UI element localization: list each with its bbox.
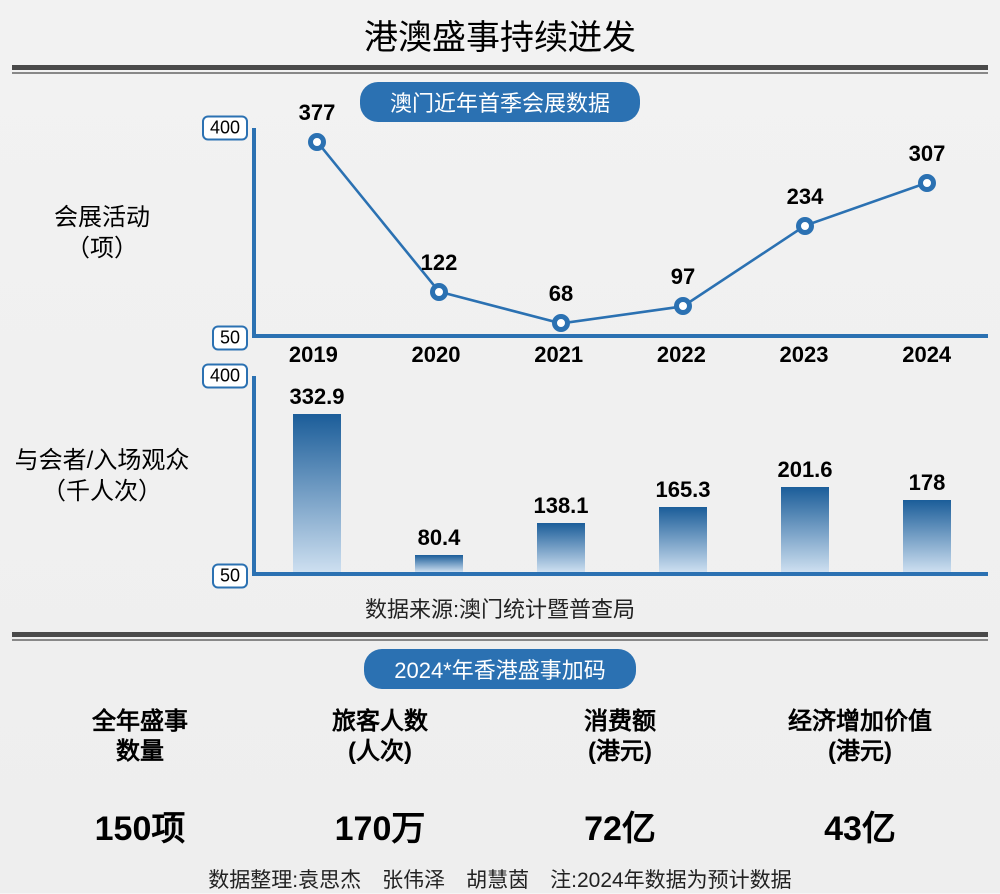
line-marker — [552, 314, 570, 332]
bar-value-label: 332.9 — [289, 384, 344, 410]
bar-value-label: 138.1 — [533, 493, 588, 519]
stat-card: 经济增加价值(港元) 43亿 — [740, 707, 980, 850]
stat-label-l1: 经济增加价值 — [740, 707, 980, 737]
bar — [537, 523, 585, 572]
section1-source: 数据来源:澳门统计暨普查局 — [0, 592, 1000, 624]
section2: 2024*年香港盛事加码 全年盛事数量150项旅客人数(人次)170万消费额(港… — [0, 649, 1000, 894]
bar-chart-zone: 与会者/入场观众 （千人次） 400 50 332.9 80.4 138.1 165.… — [12, 376, 988, 576]
x-tick: 2024 — [865, 338, 988, 372]
bar — [781, 487, 829, 572]
bar-value-label: 165.3 — [655, 477, 710, 503]
divider-thick-2 — [12, 632, 988, 637]
bar-ylabel-l1: 与会者/入场观众 — [15, 445, 190, 476]
line-chart-ylabel: 会展活动 （项） — [12, 128, 192, 338]
stat-card: 旅客人数(人次) 170万 — [260, 707, 500, 850]
stat-value: 43亿 — [740, 801, 980, 850]
stat-value: 150项 — [20, 801, 260, 850]
line-value-label: 307 — [909, 141, 946, 167]
stat-label-l2: (港元) — [500, 737, 740, 767]
stat-label-l1: 旅客人数 — [260, 707, 500, 737]
main-title: 港澳盛事持续迸发 — [0, 0, 1000, 65]
line-marker — [796, 217, 814, 235]
section1-banner: 澳门近年首季会展数据 — [360, 82, 640, 122]
line-value-label: 122 — [421, 250, 458, 276]
divider-thin — [12, 72, 988, 74]
bar-chart-plot: 332.9 80.4 138.1 165.3 201.6 178 — [252, 376, 988, 576]
line-chart-zone: 会展活动 （项） 400 50 3771226897234307 2019202… — [12, 128, 988, 372]
line-ylabel-l2: （项） — [66, 233, 138, 264]
x-tick: 2022 — [620, 338, 743, 372]
bar-ytick-max: 400 — [202, 364, 248, 389]
line-value-label: 377 — [299, 100, 336, 126]
line-marker — [674, 297, 692, 315]
line-marker — [430, 283, 448, 301]
line-value-label: 97 — [671, 264, 695, 290]
line-value-label: 68 — [549, 281, 573, 307]
bar — [293, 414, 341, 572]
stat-label-l2: 数量 — [20, 737, 260, 767]
x-tick: 2023 — [743, 338, 866, 372]
x-tick: 2020 — [375, 338, 498, 372]
bar-chart-ylabel: 与会者/入场观众 （千人次） — [12, 376, 192, 576]
bar — [659, 507, 707, 572]
bar-chart-yticks: 400 50 — [192, 376, 252, 576]
line-polyline — [317, 142, 927, 324]
line-marker — [918, 174, 936, 192]
stat-value: 170万 — [260, 801, 500, 850]
line-chart-yticks: 400 50 — [192, 128, 252, 338]
divider-thick — [12, 65, 988, 70]
stat-label-l2: (港元) — [740, 737, 980, 767]
bar — [903, 500, 951, 572]
bar-ytick-min: 50 — [212, 564, 248, 589]
stat-label-l1: 全年盛事 — [20, 707, 260, 737]
footer-note: 数据整理:袁思杰 张伟泽 胡慧茵 注:2024年数据为预计数据 — [0, 864, 1000, 894]
x-tick: 2019 — [252, 338, 375, 372]
stat-label-l2: (人次) — [260, 737, 500, 767]
stat-label-l1: 消费额 — [500, 707, 740, 737]
section2-banner: 2024*年香港盛事加码 — [364, 649, 636, 689]
bar-value-label: 178 — [909, 470, 946, 496]
bar-value-label: 201.6 — [777, 457, 832, 483]
line-value-label: 234 — [787, 184, 824, 210]
stat-card: 消费额(港元) 72亿 — [500, 707, 740, 850]
line-ytick-max: 400 — [202, 116, 248, 141]
infographic-root: 港澳盛事持续迸发 澳门近年首季会展数据 会展活动 （项） 400 50 377 1… — [0, 0, 1000, 893]
bar — [415, 555, 463, 572]
bar-ylabel-l2: （千人次） — [42, 476, 162, 507]
bar-value-label: 80.4 — [418, 525, 461, 551]
line-polyline-svg — [256, 128, 988, 334]
stat-value: 72亿 — [500, 801, 740, 850]
stats-row: 全年盛事数量150项旅客人数(人次)170万消费额(港元)72亿经济增加价值(港… — [20, 707, 980, 850]
line-marker — [308, 133, 326, 151]
line-ytick-min: 50 — [212, 326, 248, 351]
stat-card: 全年盛事数量 150项 — [20, 707, 260, 850]
line-ylabel-l1: 会展活动 — [54, 202, 150, 233]
x-tick: 2021 — [497, 338, 620, 372]
line-chart-plot: 3771226897234307 — [252, 128, 988, 338]
divider-thin-2 — [12, 639, 988, 641]
line-chart-xaxis: 201920202021202220232024 — [252, 338, 988, 372]
